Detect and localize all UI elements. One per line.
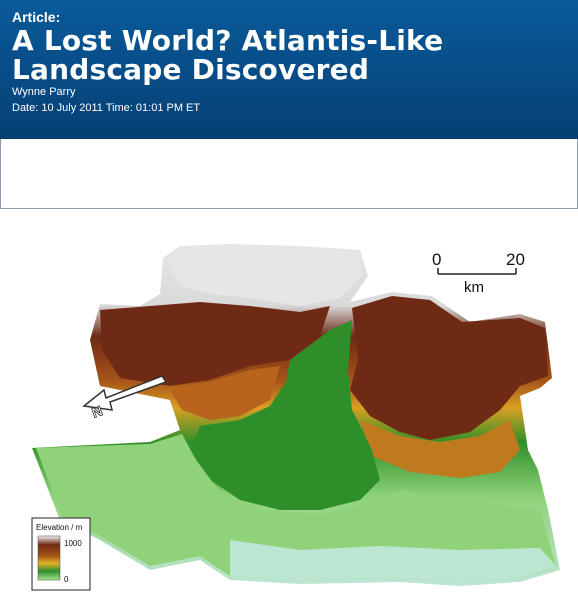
scale-bar-unit: km [464,279,484,296]
article-author: Wynne Parry [12,86,76,98]
empty-content-box [0,139,578,209]
scale-bar-end: 20 [506,250,525,269]
scale-bar: 0 20 km [432,250,525,296]
legend-title: Elevation / m [36,523,83,532]
terrain-lowest [230,540,556,582]
article-kicker: Article: [12,9,61,25]
terrain-mid-left [170,366,280,420]
elevation-legend: Elevation / m 1000 0 [31,517,91,591]
terrain-high-left [100,302,330,386]
legend-max-label: 1000 [64,539,82,548]
terrain-mid-right [360,420,520,478]
north-arrow: N [82,375,168,421]
scale-bar-start: 0 [432,250,441,269]
article-header: Article: A Lost World? Atlantis-Like Lan… [0,0,578,139]
terrain-high-right [350,296,548,440]
article-title: A Lost World? Atlantis-Like Landscape Di… [12,26,566,84]
terrain-snow-plateau [166,246,362,306]
article-title-line-1: A Lost World? Atlantis-Like [12,24,444,57]
north-arrow-shape [82,375,168,411]
elevation-map-figure: N 0 20 km Elevation / m 1000 0 [0,210,578,600]
terrain-lowland [36,434,556,582]
legend-color-ramp [37,535,61,581]
article-dateline: Date: 10 July 2011 Time: 01:01 PM ET [12,102,201,114]
terrain-green-valley [190,320,380,510]
article-title-line-2: Landscape Discovered [12,53,370,86]
legend-min-label: 0 [64,575,69,584]
elevation-map-svg: N 0 20 km Elevation / m 1000 0 [31,244,560,591]
